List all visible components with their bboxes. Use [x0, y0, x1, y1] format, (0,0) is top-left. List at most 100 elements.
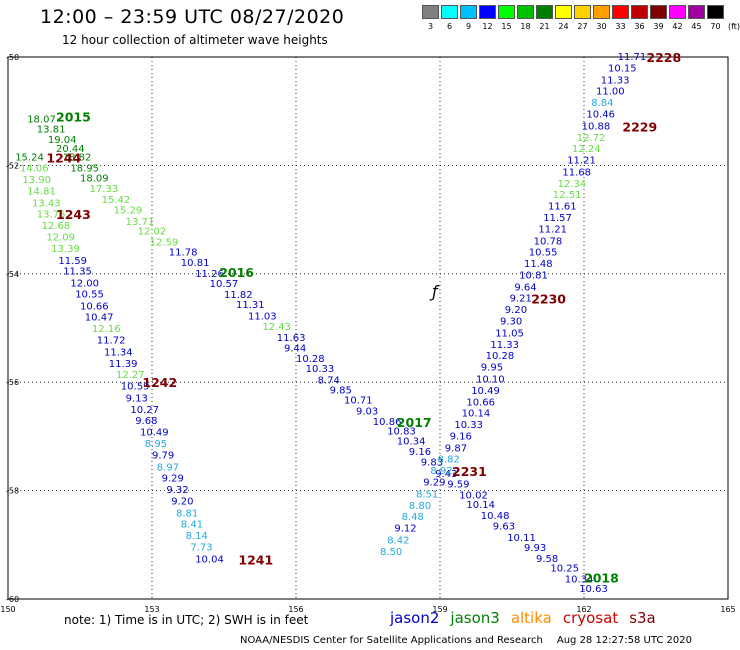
wave-height-label: 9.63: [493, 521, 515, 532]
wave-height-label: 15.29: [114, 205, 143, 216]
graticule: [8, 57, 728, 599]
wave-height-label: 11.05: [495, 328, 524, 339]
wave-height-label: 12.27: [116, 370, 145, 381]
wave-height-label: 10.14: [466, 500, 495, 511]
wave-height-label: 8.95: [145, 439, 167, 450]
wave-height-label: 10.34: [397, 436, 426, 447]
wave-height-label: 13.43: [32, 198, 61, 209]
wave-height-label: 8.48: [402, 512, 424, 523]
wave-height-label: 13.39: [51, 244, 80, 255]
legend-swatch: [441, 5, 458, 19]
legend-bin-label: 33: [615, 22, 626, 31]
wave-height-label: 12.34: [558, 179, 587, 190]
lon-tick-label: 156: [288, 605, 303, 614]
pass-number-label: 2018: [584, 570, 619, 585]
wave-height-label: 10.88: [582, 121, 611, 132]
pass-number-label: 2230: [531, 292, 566, 307]
wave-height-label: 15.42: [102, 195, 131, 206]
wave-height-label: 10.57: [210, 279, 239, 290]
wave-height-label: 20.44: [56, 144, 85, 155]
wave-height-label: 15.24: [15, 152, 44, 163]
wave-height-label: 10.34: [565, 574, 594, 585]
lon-tick-label: 165: [720, 605, 735, 614]
wave-height-label: 10.83: [387, 427, 416, 438]
legend-bin-label: 21: [539, 22, 550, 31]
generated-timestamp: Aug 28 12:27:58 UTC 2020: [556, 635, 693, 646]
footnote: note: 1) Time is in UTC; 2) SWH is in fe…: [64, 613, 309, 627]
lat-tick-label: -54: [6, 270, 19, 279]
wave-height-label: 10.71: [344, 396, 373, 407]
wave-height-label: 18.82: [63, 152, 92, 163]
wave-height-label: 11.71: [618, 52, 647, 63]
satellite-legend-s3a: s3a: [629, 609, 656, 627]
wave-height-label: 11.57: [543, 213, 572, 224]
legend-swatch: [498, 5, 515, 19]
wave-height-label: 12.09: [46, 232, 75, 243]
wave-height-label: 11.72: [97, 335, 126, 346]
wave-height-label: 10.25: [550, 564, 579, 575]
legend-bin-label: 3: [427, 22, 434, 31]
wave-height-label: 12.59: [150, 237, 179, 248]
wave-height-label: 11.26: [195, 269, 224, 280]
wave-height-label: 10.63: [579, 584, 608, 595]
wave-height-label: 10.02: [459, 490, 488, 501]
lat-tick-label: -60: [6, 595, 19, 604]
wave-height-label: 18.95: [70, 164, 99, 175]
map-title: 12:00 – 23:59 UTC 08/27/2020: [40, 6, 345, 28]
wave-height-label: 10.33: [454, 420, 483, 431]
wave-height-label: 11.33: [601, 75, 630, 86]
lon-tick-label: 153: [144, 605, 159, 614]
wave-height-label: 10.04: [195, 554, 224, 565]
wave-height-label: 11.35: [63, 267, 92, 278]
legend-swatch: [631, 5, 648, 19]
wave-height-label: 11.21: [567, 156, 596, 167]
legend-bin-label: 30: [596, 22, 607, 31]
wave-height-label: 11.39: [109, 359, 138, 370]
legend-swatch: [422, 5, 439, 19]
wave-height-label: 12.00: [70, 279, 99, 290]
wave-height-label: 13.71: [126, 217, 155, 228]
wave-height-label: 8.42: [387, 535, 409, 546]
wave-height-label: 8.82: [438, 455, 460, 466]
wave-height-label: 9.20: [171, 496, 193, 507]
legend-bin-label: 45: [691, 22, 702, 31]
wave-height-label: 11.78: [169, 248, 198, 259]
axis-ticks: 150 153 156 159 162 165 -50 -52 -54 -56 -58 -60: [0, 53, 735, 614]
pass-labels: 2015 1244 2228 2016 1243 2017 1242 2018 1241 2229…: [46, 50, 681, 585]
wave-height-label: 11.03: [248, 312, 277, 323]
wave-height-label: 11.21: [538, 224, 567, 235]
wave-height-label: 8.92: [430, 466, 452, 477]
lon-tick-label: 150: [0, 605, 15, 614]
wave-height-label: 8.81: [176, 508, 198, 519]
legend-swatch: [707, 5, 724, 19]
pass-number-label: 2231: [452, 464, 487, 479]
wave-height-label: 9.87: [445, 443, 467, 454]
wave-height-label: 10.14: [462, 409, 491, 420]
wave-height-label: 13.75: [37, 210, 66, 221]
pass-number-label: 2017: [397, 415, 432, 430]
pass-number-label: 1242: [142, 375, 177, 390]
wave-height-label: 14.06: [20, 164, 49, 175]
legend-swatch: [517, 5, 534, 19]
pass-number-label: 1241: [238, 552, 273, 567]
satellite-legend-jason3: jason3: [450, 609, 500, 627]
wave-height-label: 10.55: [529, 248, 558, 259]
wave-height-label: 9.32: [166, 485, 188, 496]
wave-height-label: 10.46: [586, 109, 615, 120]
wave-height-label: 9.30: [500, 316, 522, 327]
wave-height-label: 9.68: [135, 416, 157, 427]
wave-height-label: 10.55: [75, 289, 104, 300]
wave-height-label: 8.41: [181, 520, 203, 531]
lat-tick-label: -50: [6, 53, 19, 62]
lon-tick-label: 159: [432, 605, 447, 614]
wave-height-label: 9.59: [447, 480, 469, 491]
wave-height-label: 10.11: [507, 533, 536, 544]
coastline-fragment-icon: ƒ: [429, 282, 440, 301]
wave-height-label: 10.86: [373, 417, 402, 428]
wave-labels: 18.0713.8119.0420.4418.8218.9518.0917.33…: [15, 52, 646, 595]
wave-height-label: 8.14: [186, 531, 208, 542]
wave-height-label: 9.29: [423, 477, 445, 488]
wave-height-label: 9.44: [284, 344, 306, 355]
wave-height-label: 10.33: [306, 364, 335, 375]
